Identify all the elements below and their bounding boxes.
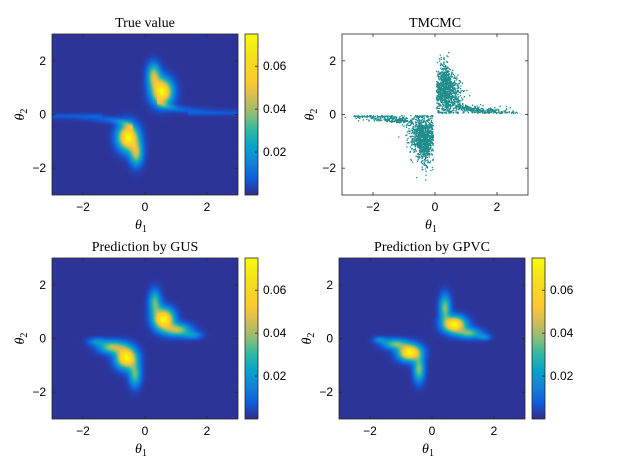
y-axis-label: θ2	[13, 109, 30, 121]
colorbar: 0.02 0.04 0.06	[531, 257, 574, 420]
x-tick-label: 0	[142, 424, 149, 438]
y-tick-label: −2	[319, 385, 333, 399]
panel-title: Prediction by GPVC	[374, 240, 490, 255]
colorbar-tick-label: 0.06	[550, 283, 574, 297]
x-tick-label: 2	[204, 200, 211, 214]
colorbar-gradient	[532, 258, 545, 419]
y-tick-label: 2	[39, 54, 46, 68]
y-tick-label: 0	[329, 108, 336, 122]
panel-title: TMCMC	[409, 16, 461, 31]
scatter-points	[344, 52, 519, 181]
panel-title: True value	[115, 16, 175, 31]
colorbar-tick-label: 0.04	[263, 102, 287, 116]
colorbar-tick-label: 0.02	[263, 145, 287, 159]
x-tick-label: 2	[494, 200, 501, 214]
x-tick-label: −2	[363, 424, 377, 438]
x-tick-label: 2	[204, 424, 211, 438]
density-heatmap	[52, 258, 238, 419]
density-heatmap	[52, 34, 238, 195]
density-heatmap	[339, 258, 525, 419]
colorbar-box	[244, 33, 259, 196]
x-tick-label: 2	[491, 424, 498, 438]
x-axis-label: θ1	[422, 442, 434, 459]
colorbar-tick-label: 0.04	[550, 326, 574, 340]
y-axis-label: θ2	[303, 109, 320, 121]
panel-title: Prediction by GUS	[92, 240, 199, 255]
panel-1: True value −2 0 2 −2 0 2 θ1 θ2 0.02 0.04 0.06	[13, 16, 287, 235]
scatter-markers	[344, 52, 519, 181]
colorbar-tick-label: 0.02	[550, 369, 574, 383]
x-axis-label: θ1	[135, 218, 147, 235]
y-tick-label: −2	[32, 161, 46, 175]
panel-4: Prediction by GPVC−2 0 2−202θ1θ20.020.040.…	[300, 240, 574, 459]
x-tick-label: 0	[432, 200, 439, 214]
x-tick-label: −2	[76, 424, 90, 438]
y-tick-label: 0	[39, 108, 46, 122]
colorbar-tick-label: 0.04	[263, 326, 287, 340]
colorbar-gradient	[245, 34, 258, 195]
y-tick-label: −2	[32, 385, 46, 399]
y-tick-label: 2	[329, 54, 336, 68]
colorbar-tick-label: 0.06	[263, 283, 287, 297]
colorbar-gradient	[245, 258, 258, 419]
x-tick-label: −2	[366, 200, 380, 214]
colorbar: 0.02 0.04 0.06	[244, 33, 287, 196]
y-axis-label: θ2	[300, 333, 317, 345]
x-tick-label: −2	[76, 200, 90, 214]
colorbar-box	[531, 257, 546, 420]
y-tick-label: 2	[39, 278, 46, 292]
colorbar-tick-label: 0.06	[263, 59, 287, 73]
y-tick-label: 0	[39, 332, 46, 346]
colorbar-tick-label: 0.02	[263, 369, 287, 383]
y-tick-label: −2	[322, 161, 336, 175]
x-axis-label: θ1	[425, 218, 437, 235]
y-tick-label: 2	[326, 278, 333, 292]
x-axis-label: θ1	[135, 442, 147, 459]
colorbar: 0.02 0.04 0.06	[244, 257, 287, 420]
x-tick-label: 0	[142, 200, 149, 214]
panel-3: Prediction by GUS−2 0 2−202θ1θ20.020.040.0…	[13, 240, 287, 459]
plot-background	[342, 34, 528, 195]
x-tick-label: 0	[429, 424, 436, 438]
colorbar-box	[244, 257, 259, 420]
panel-2: TMCMC −2 0 2 −2 0 2 θ1 θ2	[303, 16, 529, 235]
y-axis-label: θ2	[13, 333, 30, 345]
y-tick-label: 0	[326, 332, 333, 346]
